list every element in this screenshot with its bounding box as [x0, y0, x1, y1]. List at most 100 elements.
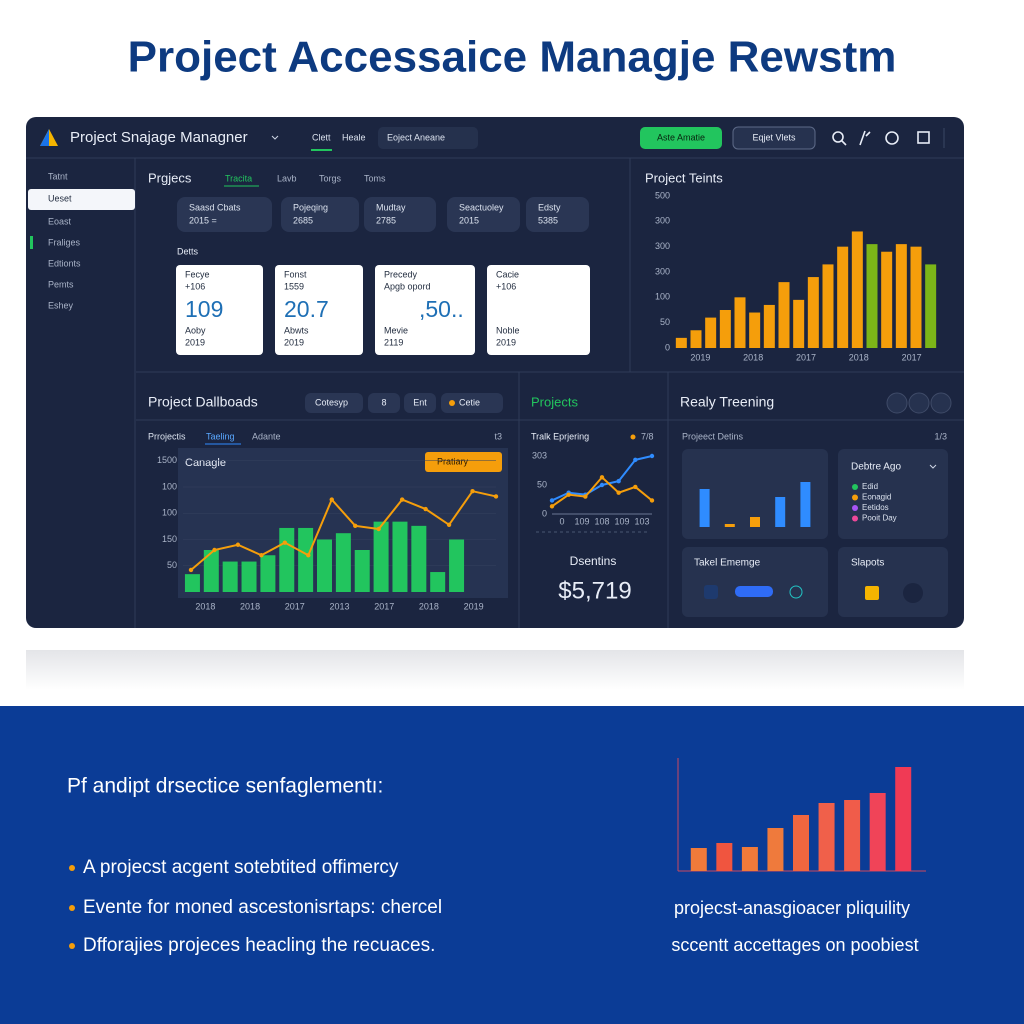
- stat-pill: [364, 197, 436, 232]
- sidebar-item[interactable]: Eoast: [48, 216, 72, 226]
- stat-pill: [526, 197, 589, 232]
- sidebar-item[interactable]: Edtionts: [48, 258, 81, 268]
- bar: [705, 317, 717, 348]
- bar: [298, 527, 314, 592]
- point: [353, 523, 358, 529]
- point: [633, 484, 638, 490]
- stat-value: 2685: [293, 215, 313, 225]
- sidebar-item[interactable]: Fraliges: [48, 237, 81, 247]
- x-tick-label: 2013: [329, 601, 349, 611]
- bar: [866, 244, 878, 348]
- chart-label: Canagle: [185, 457, 226, 469]
- secondary-button[interactable]: [732, 126, 816, 150]
- nav-item[interactable]: Heale: [342, 132, 366, 142]
- sidebar-item[interactable]: Ueset: [48, 193, 72, 203]
- dropdown-label: Eoject Aneane: [387, 132, 445, 142]
- tool-icon[interactable]: [859, 130, 871, 146]
- bar: [260, 555, 276, 592]
- panel-title: Prgjecs: [148, 170, 192, 185]
- card-sub: Apgb opord: [384, 281, 431, 291]
- filter[interactable]: [404, 393, 436, 413]
- card-title: Cacie: [496, 269, 519, 279]
- bar: [822, 264, 834, 348]
- chevron[interactable]: [929, 464, 937, 469]
- tab[interactable]: Taeling: [206, 431, 235, 441]
- bar: [750, 517, 760, 527]
- bar: [793, 815, 809, 871]
- bar: [793, 299, 805, 348]
- bar: [925, 264, 937, 348]
- nav-item[interactable]: Clett: [312, 132, 331, 142]
- y-tick-label: 0: [542, 508, 547, 518]
- x-tick-label: 2017: [285, 601, 305, 611]
- stat-value: 2785: [376, 215, 396, 225]
- bullet-text: Evente for moned ascestonisrtaps: cherce…: [83, 897, 442, 918]
- search-icon[interactable]: [832, 131, 844, 143]
- point: [376, 526, 381, 532]
- tab[interactable]: Torgs: [319, 173, 342, 183]
- card-year: 2019: [284, 337, 304, 347]
- chart-dropdown[interactable]: [425, 452, 502, 472]
- primary-button[interactable]: [640, 127, 722, 149]
- chevron[interactable]: [271, 135, 279, 140]
- icon-button[interactable]: [908, 392, 930, 414]
- sidebar-active[interactable]: [28, 189, 135, 210]
- y-tick-label: 50: [660, 317, 670, 327]
- icon-button[interactable]: [930, 392, 952, 414]
- promo-heading: Pf andipt drsectice senfaglementı:: [67, 775, 383, 798]
- filter-label: Cotesyp: [315, 397, 348, 407]
- tab[interactable]: Tracita: [225, 173, 252, 183]
- sidebar-item[interactable]: Pemts: [48, 279, 74, 289]
- dropdown[interactable]: [378, 127, 478, 149]
- card: [682, 547, 828, 617]
- filter-label: Cetie: [459, 397, 480, 407]
- card-title: Slapots: [851, 558, 884, 569]
- doc-icon[interactable]: [917, 131, 930, 144]
- icon-button[interactable]: [886, 392, 908, 414]
- y-tick-label: 100: [655, 292, 670, 302]
- toolbar-icons: [832, 130, 930, 146]
- bar: [778, 282, 790, 348]
- point: [583, 494, 588, 499]
- point: [423, 506, 428, 512]
- sidebar-item[interactable]: Tatnt: [48, 171, 68, 181]
- bar: [373, 521, 389, 592]
- y-tick-label: 100: [162, 508, 177, 518]
- x-tick-label: 2017: [796, 352, 816, 362]
- tab[interactable]: Prrojectis: [148, 431, 186, 441]
- bullet-text: Dfforajies projeces heacling the recuace…: [83, 935, 435, 956]
- point: [549, 504, 555, 509]
- caption: sccentt accettages on poobiest: [671, 935, 918, 955]
- bar: [767, 828, 784, 871]
- stat-label: Pojeqing: [293, 202, 328, 212]
- metric-card: [487, 265, 590, 355]
- chart-title: Tralk Eprjering: [531, 431, 589, 441]
- filter-dot: [449, 400, 455, 406]
- card-label: Noble: [496, 325, 520, 335]
- tab[interactable]: Lavb: [277, 173, 297, 183]
- card: [682, 449, 828, 539]
- bar: [675, 337, 687, 348]
- panel-title: Project Teints: [645, 170, 723, 185]
- toggle[interactable]: [735, 586, 773, 597]
- tab[interactable]: Adante: [252, 431, 281, 441]
- y-tick-label: 300: [655, 216, 670, 226]
- sidebar-item[interactable]: Eshey: [48, 300, 74, 310]
- filter[interactable]: [441, 393, 503, 413]
- filter[interactable]: [305, 393, 363, 413]
- chart-title: Projeect Detins: [682, 431, 744, 441]
- tab[interactable]: Toms: [364, 173, 386, 183]
- point: [566, 492, 571, 497]
- button-label: Aste Amatie: [657, 132, 705, 142]
- legend-dot: [630, 434, 636, 440]
- y-tick-label: 300: [655, 241, 670, 251]
- x-tick-label: 109: [614, 516, 629, 526]
- legend-dot: [852, 505, 858, 511]
- bar: [881, 251, 893, 348]
- filter[interactable]: [368, 393, 400, 413]
- bullet-text: A projecst acgent sotebtited offimercy: [83, 857, 399, 878]
- stat-label: Mudtay: [376, 202, 406, 212]
- globe-icon[interactable]: [885, 131, 899, 145]
- point: [282, 540, 288, 545]
